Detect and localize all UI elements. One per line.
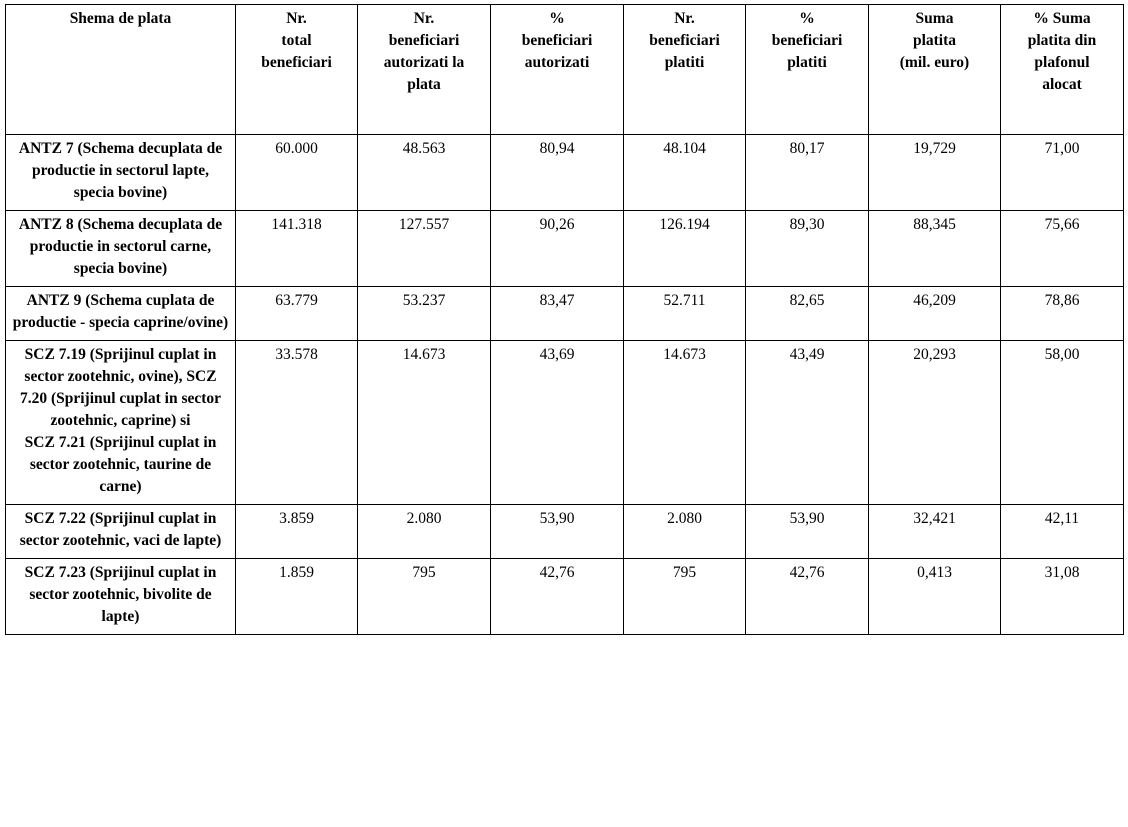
value-cell: 60.000: [235, 134, 358, 211]
value-cell: 46,209: [868, 286, 1001, 341]
scheme-name-cell: SCZ 7.22 (Sprijinul cuplat in sector zoo…: [5, 504, 236, 559]
value-cell: 52.711: [623, 286, 746, 341]
scheme-name-cell: ANTZ 7 (Schema decuplata de productie in…: [5, 134, 236, 211]
table-row: SCZ 7.23 (Sprijinul cuplat in sector zoo…: [5, 558, 1124, 635]
value-cell: 0,413: [868, 558, 1001, 635]
value-cell: 53,90: [490, 504, 624, 559]
value-cell: 33.578: [235, 340, 358, 505]
header-pct-amount-paid: % Suma platita din plafonul alocat: [1000, 4, 1124, 135]
header-row: Shema de plata Nr. total beneficiari Nr.…: [5, 4, 1124, 135]
table-row: SCZ 7.22 (Sprijinul cuplat in sector zoo…: [5, 504, 1124, 559]
value-cell: 43,69: [490, 340, 624, 505]
header-scheme: Shema de plata: [5, 4, 236, 135]
value-cell: 20,293: [868, 340, 1001, 505]
value-cell: 53.237: [357, 286, 491, 341]
payment-schemes-table: Shema de plata Nr. total beneficiari Nr.…: [5, 4, 1124, 635]
table-row: SCZ 7.19 (Sprijinul cuplat in sector zoo…: [5, 340, 1124, 505]
value-cell: 141.318: [235, 210, 358, 287]
value-cell: 80,17: [745, 134, 869, 211]
value-cell: 75,66: [1000, 210, 1124, 287]
value-cell: 14.673: [623, 340, 746, 505]
table-header: Shema de plata Nr. total beneficiari Nr.…: [5, 4, 1124, 135]
value-cell: 32,421: [868, 504, 1001, 559]
value-cell: 71,00: [1000, 134, 1124, 211]
value-cell: 42,76: [745, 558, 869, 635]
value-cell: 80,94: [490, 134, 624, 211]
value-cell: 2.080: [357, 504, 491, 559]
value-cell: 48.104: [623, 134, 746, 211]
value-cell: 126.194: [623, 210, 746, 287]
value-cell: 2.080: [623, 504, 746, 559]
value-cell: 795: [623, 558, 746, 635]
scheme-name-cell: SCZ 7.23 (Sprijinul cuplat in sector zoo…: [5, 558, 236, 635]
value-cell: 19,729: [868, 134, 1001, 211]
value-cell: 90,26: [490, 210, 624, 287]
scheme-name-cell: SCZ 7.19 (Sprijinul cuplat in sector zoo…: [5, 340, 236, 505]
value-cell: 78,86: [1000, 286, 1124, 341]
table-row: ANTZ 7 (Schema decuplata de productie in…: [5, 134, 1124, 211]
value-cell: 31,08: [1000, 558, 1124, 635]
value-cell: 127.557: [357, 210, 491, 287]
table-row: ANTZ 8 (Schema decuplata de productie in…: [5, 210, 1124, 287]
header-authorized-beneficiaries: Nr. beneficiari autorizati la plata: [357, 4, 491, 135]
value-cell: 83,47: [490, 286, 624, 341]
scheme-name-cell: ANTZ 8 (Schema decuplata de productie in…: [5, 210, 236, 287]
value-cell: 43,49: [745, 340, 869, 505]
value-cell: 53,90: [745, 504, 869, 559]
value-cell: 63.779: [235, 286, 358, 341]
table-row: ANTZ 9 (Schema cuplata de productie - sp…: [5, 286, 1124, 341]
value-cell: 1.859: [235, 558, 358, 635]
value-cell: 88,345: [868, 210, 1001, 287]
value-cell: 795: [357, 558, 491, 635]
value-cell: 58,00: [1000, 340, 1124, 505]
header-paid-beneficiaries: Nr. beneficiari platiti: [623, 4, 746, 135]
header-total-beneficiaries: Nr. total beneficiari: [235, 4, 358, 135]
table-body: ANTZ 7 (Schema decuplata de productie in…: [5, 134, 1124, 635]
value-cell: 48.563: [357, 134, 491, 211]
scheme-name-cell: ANTZ 9 (Schema cuplata de productie - sp…: [5, 286, 236, 341]
value-cell: 14.673: [357, 340, 491, 505]
value-cell: 42,11: [1000, 504, 1124, 559]
header-pct-authorized: % beneficiari autorizati: [490, 4, 624, 135]
value-cell: 89,30: [745, 210, 869, 287]
value-cell: 82,65: [745, 286, 869, 341]
header-amount-paid: Suma platita (mil. euro): [868, 4, 1001, 135]
value-cell: 3.859: [235, 504, 358, 559]
value-cell: 42,76: [490, 558, 624, 635]
header-pct-paid: % beneficiari platiti: [745, 4, 869, 135]
